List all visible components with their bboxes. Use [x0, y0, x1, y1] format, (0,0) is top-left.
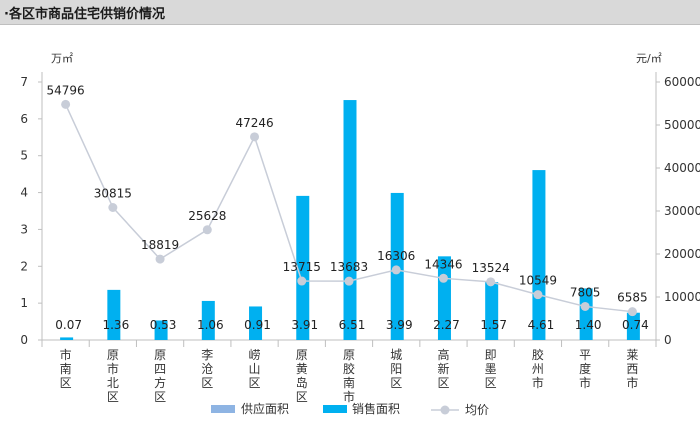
avg-price-point [486, 277, 496, 287]
avg-price-point [155, 254, 165, 264]
sales-value-label: 1.57 [480, 318, 507, 332]
sales-value-label: 0.07 [55, 318, 82, 332]
sales-bar [532, 170, 546, 340]
right-tick-label: 0 [664, 333, 672, 347]
category-label: 胶州市 [532, 347, 544, 390]
left-tick-label: 7 [20, 75, 28, 89]
avg-price-label: 30815 [94, 186, 132, 200]
avg-price-label: 7805 [570, 285, 601, 299]
right-tick-label: 10000 [664, 290, 700, 304]
category-label: 原胶南市 [343, 348, 355, 404]
chart-header: ·各区市商品住宅供销价情况 [0, 0, 700, 25]
chart-title: ·各区市商品住宅供销价情况 [4, 7, 165, 22]
legend-swatch-sales [323, 405, 347, 413]
avg-price-label: 6585 [617, 291, 648, 305]
sales-value-label: 2.27 [433, 318, 460, 332]
sales-value-label: 0.74 [622, 318, 649, 332]
legend-label-sales: 销售面积 [352, 401, 400, 416]
sales-value-label: 4.61 [528, 318, 555, 332]
sales-bar [60, 337, 74, 340]
sales-bar [343, 100, 357, 340]
right-tick-label: 30000 [664, 204, 700, 218]
avg-price-point [627, 307, 637, 317]
category-label: 原四方区 [154, 348, 166, 404]
sales-value-label: 3.99 [386, 318, 413, 332]
right-tick-label: 20000 [664, 247, 700, 261]
left-axis-unit: 万㎡ [51, 52, 73, 65]
avg-price-point [344, 276, 354, 286]
category-label: 城阳区 [390, 348, 402, 390]
avg-price-point [438, 273, 448, 283]
category-label: 高新区 [437, 347, 449, 390]
avg-price-label: 25628 [188, 209, 226, 223]
avg-price-label: 54796 [47, 83, 85, 97]
category-label: 即墨区 [485, 348, 497, 390]
avg-price-label: 13683 [330, 260, 368, 274]
category-label: 平度市 [579, 348, 591, 390]
sales-bar [296, 195, 310, 340]
sales-bar [485, 282, 499, 340]
sales-bar [579, 288, 593, 340]
right-axis-unit: 元/㎡ [636, 52, 662, 65]
avg-price-label: 13715 [283, 260, 321, 274]
category-label: 原市北区 [107, 348, 119, 404]
avg-price-label: 47246 [235, 116, 273, 130]
sales-value-label: 3.91 [291, 318, 318, 332]
left-tick-label: 5 [20, 149, 28, 163]
left-tick-label: 6 [20, 112, 28, 126]
category-label: 市南区 [60, 347, 72, 390]
avg-price-point [391, 265, 401, 275]
legend-marker-price [440, 405, 450, 415]
left-tick-label: 3 [20, 222, 28, 236]
avg-price-label: 13524 [472, 261, 510, 275]
sales-bar [249, 306, 263, 340]
sales-value-label: 1.06 [197, 318, 224, 332]
category-label: 原黄岛区 [296, 348, 308, 404]
legend-label-price: 均价 [465, 403, 489, 417]
avg-price-label: 10549 [519, 274, 557, 288]
category-label: 崂山区 [249, 348, 261, 390]
category-label: 莱西市 [626, 348, 638, 390]
avg-price-label: 18819 [141, 238, 179, 252]
left-tick-label: 2 [20, 259, 28, 273]
sales-value-label: 1.40 [575, 318, 602, 332]
avg-price-point [61, 99, 71, 109]
avg-price-point [202, 225, 212, 235]
right-tick-label: 60000 [664, 75, 700, 89]
legend-swatch-supply [211, 405, 235, 413]
avg-price-point [297, 276, 307, 286]
sales-bar [107, 289, 121, 340]
avg-price-label: 14346 [424, 257, 462, 271]
left-tick-label: 1 [20, 296, 28, 310]
sales-value-label: 0.53 [150, 318, 177, 332]
sales-value-label: 1.36 [102, 318, 129, 332]
avg-price-label: 16306 [377, 249, 415, 263]
sales-bar [201, 300, 215, 340]
right-tick-label: 50000 [664, 118, 700, 132]
left-tick-label: 4 [20, 186, 28, 200]
right-tick-label: 40000 [664, 161, 700, 175]
avg-price-point [250, 132, 260, 142]
sales-bar [154, 320, 168, 340]
sales-bar [626, 312, 640, 340]
sales-value-label: 0.91 [244, 318, 271, 332]
category-label: 李沧区 [201, 347, 213, 390]
avg-price-point [108, 202, 118, 212]
avg-price-point [580, 301, 590, 311]
sales-value-label: 6.51 [339, 318, 366, 332]
avg-price-point [533, 290, 543, 300]
legend-label-supply: 供应面积 [241, 401, 289, 416]
left-tick-label: 0 [20, 333, 28, 347]
